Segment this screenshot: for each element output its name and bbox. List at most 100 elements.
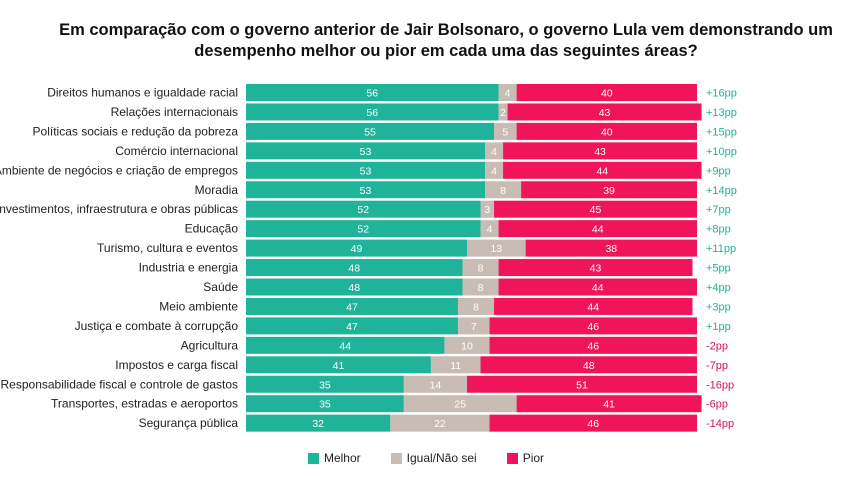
data-label-pior: 44 (592, 224, 604, 236)
category-label: Políticas sociais e redução da pobreza (33, 124, 239, 138)
category-label: Ambiente de negócios e criação de empreg… (0, 163, 238, 177)
bar-segment-melhor (246, 414, 391, 432)
legend: Melhor Igual/Não sei Pior (0, 451, 852, 465)
category-label: Segurança pública (139, 416, 239, 430)
difference-label: -16pp (706, 379, 734, 391)
chart-title: Em comparação com o governo anterior de … (59, 21, 833, 60)
data-label-melhor: 35 (319, 399, 331, 411)
data-label-melhor: 35 (319, 379, 331, 391)
bar-segment-pior (489, 414, 697, 432)
data-label-pior: 41 (603, 399, 615, 411)
bar-segment-igual (485, 161, 504, 179)
category-label: Impostos e carga fiscal (115, 358, 238, 372)
data-label-pior: 48 (583, 360, 595, 372)
data-label-pior: 44 (592, 282, 604, 294)
bar-segment-igual (403, 395, 517, 413)
bar-segment-igual (390, 414, 490, 432)
data-label-melhor: 32 (312, 418, 324, 430)
data-label-pior: 46 (587, 418, 599, 430)
bar-segment-melhor (246, 297, 458, 315)
difference-label: -2pp (706, 340, 728, 352)
category-label: Agricultura (181, 338, 239, 352)
data-label-igual: 8 (500, 185, 506, 197)
bar-segment-igual (485, 142, 504, 160)
data-label-pior: 39 (603, 185, 615, 197)
data-label-pior: 43 (594, 146, 606, 158)
data-label-igual: 4 (491, 165, 497, 177)
bar-segment-igual (403, 375, 467, 393)
bar-segment-pior (507, 103, 702, 121)
difference-label: +7pp (706, 204, 731, 216)
bar-segment-igual (480, 220, 499, 238)
category-label: Justiça e combate à corrupção (75, 319, 239, 333)
bar-segment-igual (494, 122, 517, 140)
bar-segment-pior (489, 336, 697, 354)
bar-segment-melhor (246, 356, 431, 374)
data-label-igual: 4 (491, 146, 497, 158)
stacked-bar-chart: Direitos humanos e igualdade racial 56 4 40… (0, 84, 737, 432)
difference-label: +14pp (706, 185, 737, 197)
data-label-igual: 22 (434, 418, 446, 430)
bar-segment-pior (494, 297, 693, 315)
difference-label: -6pp (706, 399, 728, 411)
category-label: Relações internacionais (111, 105, 238, 119)
bar-segment-melhor (246, 239, 467, 257)
bar-segment-igual (444, 336, 490, 354)
data-label-pior: 46 (587, 321, 599, 333)
bar-segment-pior (516, 84, 697, 101)
difference-label: +11pp (706, 243, 736, 255)
bar-segment-melhor (246, 375, 404, 393)
difference-label: +16pp (706, 88, 737, 100)
bar-segment-pior (466, 375, 697, 393)
bar-segment-melhor (246, 161, 486, 179)
legend-item-pior: Pior (506, 451, 544, 465)
bar-segment-melhor (246, 317, 458, 335)
data-label-igual: 5 (502, 126, 508, 138)
data-label-igual: 4 (505, 88, 511, 100)
bar-segment-melhor (246, 395, 404, 413)
difference-label: -14pp (706, 418, 734, 430)
data-label-melhor: 53 (360, 185, 372, 197)
data-label-igual: 13 (490, 243, 502, 255)
data-label-pior: 51 (576, 379, 588, 391)
data-label-igual: 11 (450, 360, 461, 372)
bar-segment-melhor (246, 122, 495, 140)
data-label-igual: 8 (478, 282, 484, 294)
bar-segment-igual (430, 356, 481, 374)
difference-label: +3pp (706, 301, 731, 313)
bar-segment-pior (480, 356, 697, 374)
bar-segment-melhor (246, 84, 499, 101)
data-label-igual: 2 (500, 107, 506, 119)
data-label-melhor: 47 (346, 301, 358, 313)
data-label-melhor: 52 (357, 204, 369, 216)
data-label-igual: 8 (478, 263, 484, 275)
legend-label-igual: Igual/Não sei (406, 451, 477, 465)
bar-segment-pior (498, 278, 697, 296)
data-label-pior: 45 (590, 204, 602, 216)
bar-segment-pior (521, 181, 697, 199)
data-label-igual: 14 (430, 379, 442, 391)
legend-item-igual: Igual/Não sei (390, 451, 477, 465)
bar-segment-pior (516, 122, 697, 140)
data-label-igual: 10 (461, 340, 473, 352)
difference-label: +10pp (706, 146, 737, 158)
data-label-melhor: 56 (366, 88, 378, 100)
bar-segment-igual (498, 84, 517, 101)
difference-label: +1pp (706, 321, 731, 333)
bar-segment-pior (494, 200, 697, 218)
bar-segment-pior (498, 220, 697, 238)
category-label: Moradia (195, 183, 239, 197)
bar-segment-pior (525, 239, 697, 257)
category-label: Saúde (203, 280, 238, 294)
data-label-melhor: 53 (360, 146, 372, 158)
legend-item-melhor: Melhor (307, 451, 361, 465)
bar-segment-melhor (246, 220, 481, 238)
data-label-melhor: 52 (357, 224, 369, 236)
difference-label: -7pp (706, 360, 728, 372)
category-label: Meio ambiente (159, 299, 238, 313)
data-label-igual: 7 (471, 321, 477, 333)
legend-swatch-igual (390, 452, 402, 464)
category-label: Direitos humanos e igualdade racial (47, 86, 238, 100)
data-label-pior: 40 (601, 88, 613, 100)
category-label: Responsabilidade fiscal e controle de ga… (1, 377, 238, 391)
